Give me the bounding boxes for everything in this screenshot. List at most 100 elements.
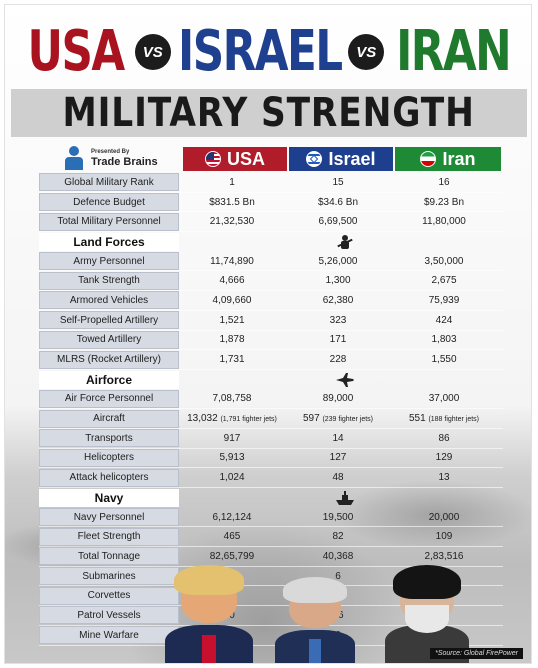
value-usa: 465 — [179, 531, 285, 542]
value-usa: 21,32,530 — [179, 216, 285, 227]
table-row: Navy Personnel 6,12,124 19,500 20,000 — [39, 508, 503, 528]
value-usa-text: 5,913 — [219, 452, 245, 464]
value-usa: 5,913 — [179, 452, 285, 463]
value-iran-text: 1,803 — [431, 334, 457, 346]
value-iran-text: 424 — [435, 314, 453, 326]
value-israel: 14 — [285, 433, 391, 444]
value-israel-text: 6,69,500 — [318, 216, 358, 228]
value-usa-text: 917 — [223, 432, 241, 444]
presenter-logo: Presented By Trade Brains — [63, 143, 183, 173]
value-usa: 4,09,660 — [179, 295, 285, 306]
value-israel: 127 — [285, 452, 391, 463]
section-navy: Navy — [39, 488, 503, 508]
value-usa: 7,08,758 — [179, 393, 285, 404]
value-usa-text: 21,32,530 — [209, 216, 255, 228]
value-israel-text: 228 — [329, 354, 347, 366]
value-usa-text: 1,878 — [219, 334, 245, 346]
metric-label: MLRS (Rocket Artillery) — [39, 350, 179, 369]
presented-by-label: Presented By — [91, 148, 130, 155]
metric-label: Armored Vehicles — [39, 291, 179, 310]
metric-label: Defence Budget — [39, 193, 179, 212]
us-flag-icon — [204, 151, 221, 167]
soldier-icon — [335, 234, 355, 250]
value-iran: 2,675 — [391, 275, 497, 286]
table-row: Global Military Rank 1 15 16 — [39, 173, 503, 193]
value-usa-text: 6,12,124 — [212, 511, 252, 523]
value-usa-text: 4,09,660 — [212, 294, 252, 306]
column-header-israel: Israel — [289, 147, 393, 171]
portrait-israel-leader — [275, 577, 355, 663]
banner-title: MILITARY STRENGTH — [62, 90, 476, 136]
value-israel-text: 62,380 — [322, 294, 354, 306]
value-usa-text: 11,74,890 — [210, 255, 254, 267]
value-iran: 3,50,000 — [391, 256, 497, 267]
value-iran: 1,550 — [391, 354, 497, 365]
value-iran: 75,939 — [391, 295, 497, 306]
value-iran-text: 37,000 — [428, 393, 460, 405]
value-usa-text: 1,521 — [219, 314, 245, 326]
section-label: Land Forces — [39, 232, 179, 251]
value-israel-text: $34.6 Bn — [317, 196, 359, 208]
value-israel-text: 597 — [302, 413, 320, 425]
table-row: Transports 917 14 86 — [39, 429, 503, 449]
metric-label: Navy Personnel — [39, 508, 179, 527]
value-israel: 82 — [285, 531, 391, 542]
value-usa: 1 — [179, 177, 285, 188]
table-row: Helicopters 5,913 127 129 — [39, 448, 503, 469]
israel-flag-icon — [306, 151, 323, 167]
value-iran-text: 3,50,000 — [424, 255, 464, 267]
value-iran: $9.23 Bn — [391, 197, 497, 208]
vs-badge-2: VS — [348, 34, 385, 70]
value-israel-text: 15 — [332, 176, 344, 188]
value-usa-note: (1,791 fighter jets) — [220, 416, 277, 424]
value-iran-text: 2,675 — [431, 275, 457, 287]
value-israel: 6 — [285, 571, 391, 582]
value-usa: 4,666 — [179, 275, 285, 286]
value-israel: 171 — [285, 334, 391, 345]
value-usa: 11,74,890 — [179, 256, 285, 267]
value-usa: 1,521 — [179, 315, 285, 326]
column-header-israel-label: Israel — [328, 148, 376, 169]
metric-label: Mine Warfare — [39, 626, 179, 645]
value-israel-text: 5,26,000 — [318, 255, 358, 267]
portrait-usa-leader — [165, 565, 253, 663]
value-iran-text: 109 — [435, 531, 453, 543]
value-iran-text: 2,83,516 — [424, 550, 464, 562]
value-usa-text: 13,032 — [187, 413, 218, 425]
value-israel-text: 48 — [332, 472, 344, 484]
metric-label: Attack helicopters — [39, 468, 179, 487]
section-label: Navy — [39, 488, 179, 507]
value-iran: 551 (188 fighter jets) — [391, 413, 497, 424]
value-iran: 20,000 — [391, 512, 497, 523]
value-iran-text: $9.23 Bn — [423, 196, 465, 208]
value-iran: 16 — [391, 177, 497, 188]
value-iran: 86 — [391, 433, 497, 444]
table-row: Total Tonnage 82,65,799 40,368 2,83,516 — [39, 547, 503, 567]
metric-label: Corvettes — [39, 586, 179, 605]
title-israel: ISRAEL — [177, 19, 343, 84]
title-usa: USA — [27, 19, 125, 84]
value-israel-text: 323 — [329, 314, 347, 326]
banner: MILITARY STRENGTH — [11, 89, 527, 137]
value-israel-text: 40,368 — [322, 550, 354, 562]
value-usa-text: 0 — [229, 609, 235, 621]
value-israel: $34.6 Bn — [285, 197, 391, 208]
table-row: Self-Propelled Artillery 1,521 323 424 — [39, 311, 503, 331]
title-row: USA VS ISRAEL VS IRAN — [5, 19, 531, 85]
table-row: Patrol Vessels06621 — [39, 606, 503, 626]
column-header-iran: Iran — [395, 147, 501, 171]
table-row: Towed Artillery 1,878 171 1,803 — [39, 330, 503, 351]
metric-label: Fleet Strength — [39, 527, 179, 546]
value-usa-text: 465 — [223, 531, 241, 543]
value-usa-text: 82,65,799 — [209, 550, 255, 562]
value-usa: 6,12,124 — [179, 512, 285, 523]
metric-label: Total Tonnage — [39, 547, 179, 566]
value-iran-text: 20,000 — [428, 511, 460, 523]
value-iran: 109 — [391, 531, 497, 542]
value-iran-text: 551 — [408, 413, 426, 425]
value-usa-text: 4,666 — [219, 275, 245, 287]
stats-table: Global Military Rank 1 15 16 Defence Budget $… — [39, 173, 503, 646]
trade-brains-logo-icon — [63, 145, 85, 171]
value-usa-text: 7,08,758 — [212, 393, 252, 405]
metric-label: Aircraft — [39, 409, 179, 428]
